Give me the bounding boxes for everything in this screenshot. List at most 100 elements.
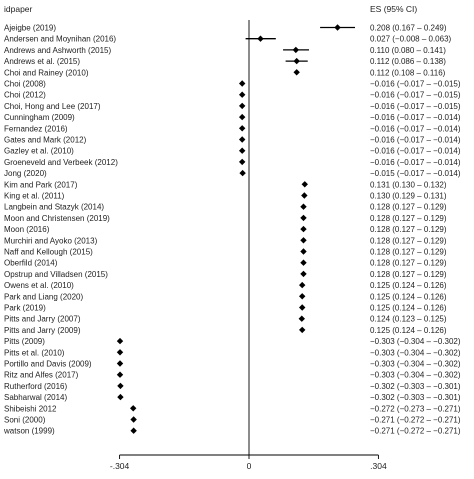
study-row: King et al. (2011) 0.130 (0.129 – 0.131): [4, 192, 447, 201]
point-estimate-marker: [238, 158, 246, 166]
point-estimate-marker: [299, 326, 306, 334]
point-estimate-marker: [238, 91, 246, 98]
study-row: Andersen and Moynihan (2016) 0.027 (−0.00…: [4, 35, 452, 44]
point-estimate-marker: [292, 46, 300, 54]
point-estimate-marker: [238, 147, 246, 154]
study-row: Moon (2016) 0.128 (0.127 – 0.129): [4, 225, 447, 234]
effect-size-ci-text: 0.208 (0.167 – 0.249): [370, 24, 447, 33]
study-label: Ritz and Alfes (2017): [4, 371, 79, 380]
study-label: Owens et al. (2010): [4, 281, 74, 290]
effect-size-ci-text: 0.128 (0.127 – 0.129): [370, 203, 447, 212]
study-row: Gates and Mark (2012) −0.016 (−0.017 – −0…: [4, 136, 461, 145]
study-label: Pitts and Jarry (2007): [4, 315, 81, 324]
point-estimate-marker: [293, 57, 300, 65]
point-estimate-marker: [300, 237, 307, 244]
effect-size-ci-text: −0.016 (−0.017 – −0.014): [370, 136, 461, 145]
effect-size-ci-text: −0.016 (−0.017 – −0.015): [370, 80, 461, 89]
study-row: Portillo and Davis (2009) −0.303 (−0.304 …: [4, 360, 461, 369]
study-row: Park (2019) 0.125 (0.124 – 0.126): [4, 304, 447, 313]
point-estimate-marker: [257, 35, 264, 42]
effect-size-ci-text: −0.302 (−0.303 – −0.301): [370, 393, 461, 402]
effect-size-ci-text: −0.016 (−0.017 – −0.014): [370, 147, 461, 156]
study-row: Gazley et al. (2010) −0.016 (−0.017 – −0.…: [4, 147, 461, 156]
estimate-column-header: ES (95% CI): [370, 4, 417, 14]
study-row: Choi and Rainey (2010) 0.112 (0.108 – 0.1…: [4, 68, 446, 77]
point-estimate-marker: [116, 349, 124, 356]
study-row: Groeneveld and Verbeek (2012) −0.016 (−0.…: [4, 158, 461, 167]
effect-size-ci-text: −0.303 (−0.304 – −0.302): [370, 371, 461, 380]
study-row: Choi (2008) −0.016 (−0.017 – −0.015): [4, 80, 461, 89]
study-row: Pitts (2009) −0.303 (−0.304 – −0.302): [4, 337, 461, 346]
study-row: Ritz and Alfes (2017) −0.303 (−0.304 – −0…: [4, 371, 461, 380]
point-estimate-marker: [299, 304, 306, 311]
effect-size-ci-text: 0.125 (0.124 – 0.126): [370, 326, 447, 335]
point-estimate-marker: [117, 393, 124, 401]
study-row: Jong (2020) −0.015 (−0.017 – −0.014): [4, 169, 461, 178]
study-label: watson (1999): [3, 427, 55, 436]
study-row: Owens et al. (2010) 0.125 (0.124 – 0.126): [4, 281, 447, 290]
point-estimate-marker: [300, 225, 307, 233]
point-estimate-marker: [300, 270, 307, 278]
study-label: Moon (2016): [4, 225, 50, 234]
study-label: King et al. (2011): [4, 192, 65, 201]
point-estimate-marker: [300, 203, 307, 210]
study-row: Choi (2012) −0.016 (−0.017 – −0.015): [4, 91, 461, 100]
effect-size-ci-text: −0.016 (−0.017 – −0.015): [370, 91, 461, 100]
effect-size-ci-text: −0.016 (−0.017 – −0.015): [370, 102, 461, 111]
effect-size-ci-text: 0.110 (0.080 – 0.141): [370, 46, 446, 55]
study-label: Ajeigbe (2019): [4, 24, 56, 33]
effect-size-ci-text: −0.303 (−0.304 – −0.302): [370, 337, 461, 346]
study-row: Fernandez (2016) −0.016 (−0.017 – −0.014): [4, 124, 461, 133]
study-row: Pitts and Jarry (2007) 0.124 (0.123 – 0.1…: [4, 315, 447, 324]
study-row: watson (1999) −0.271 (−0.272 – −0.271): [3, 427, 461, 436]
study-row: Oberfild (2014) 0.128 (0.127 – 0.129): [4, 259, 447, 268]
point-estimate-marker: [299, 293, 306, 300]
study-row: Kim and Park (2017) 0.131 (0.130 – 0.132): [4, 180, 447, 189]
point-estimate-marker: [117, 382, 124, 390]
study-label: Soni (2000): [4, 416, 46, 425]
study-row: Moon and Christensen (2019) 0.128 (0.127 …: [4, 214, 447, 223]
study-label: Choi (2008): [4, 80, 46, 89]
effect-size-ci-text: 0.112 (0.108 – 0.116): [370, 68, 446, 77]
point-estimate-marker: [116, 371, 124, 378]
effect-size-ci-text: 0.112 (0.086 – 0.138): [370, 57, 446, 66]
study-label: Andersen and Moynihan (2016): [4, 35, 116, 44]
effect-size-ci-text: 0.128 (0.127 – 0.129): [370, 248, 447, 257]
effect-size-ci-text: 0.128 (0.127 – 0.129): [370, 236, 447, 245]
point-estimate-marker: [300, 248, 307, 255]
study-label: Oberfild (2014): [4, 259, 58, 268]
study-label: Gates and Mark (2012): [4, 136, 87, 145]
study-row: Pitts et al. (2010) −0.303 (−0.304 – −0.3…: [4, 348, 461, 357]
study-label: Portillo and Davis (2009): [4, 360, 92, 369]
effect-size-ci-text: −0.303 (−0.304 – −0.302): [370, 348, 461, 357]
point-estimate-marker: [298, 315, 305, 322]
x-axis-tick-label: -.304: [110, 461, 130, 471]
study-label: Gazley et al. (2010): [4, 147, 74, 156]
effect-size-ci-text: 0.128 (0.127 – 0.129): [370, 225, 447, 234]
study-label: Sabharwal (2014): [4, 393, 67, 402]
study-label: Groeneveld and Verbeek (2012): [4, 158, 118, 167]
point-estimate-marker: [238, 136, 246, 143]
study-label: Park (2019): [4, 304, 46, 313]
point-estimate-marker: [116, 360, 124, 367]
effect-size-ci-text: −0.016 (−0.017 – −0.014): [370, 113, 461, 122]
study-row: Andrews and Ashworth (2015) 0.110 (0.080 …: [4, 46, 446, 55]
effect-size-ci-text: −0.272 (−0.273 – −0.271): [370, 404, 461, 413]
study-row: Shibeishi 2012 −0.272 (−0.273 – −0.271): [4, 404, 461, 413]
effect-size-ci-text: −0.016 (−0.017 – −0.014): [370, 124, 461, 133]
effect-size-ci-text: −0.015 (−0.017 – −0.014): [370, 169, 461, 178]
x-axis-tick-label: 0: [247, 461, 252, 471]
study-row: Murchiri and Ayoko (2013) 0.128 (0.127 – …: [4, 236, 447, 245]
study-label: Langbein and Stazyk (2014): [4, 203, 104, 212]
effect-size-ci-text: 0.125 (0.124 – 0.126): [370, 304, 447, 313]
point-estimate-marker: [130, 416, 137, 423]
effect-size-ci-text: −0.016 (−0.017 – −0.014): [370, 158, 461, 167]
point-estimate-marker: [299, 281, 306, 289]
study-row: Langbein and Stazyk (2014) 0.128 (0.127 –…: [4, 203, 447, 212]
effect-size-ci-text: 0.124 (0.123 – 0.125): [370, 315, 447, 324]
study-label: Rutherford (2016): [4, 382, 67, 391]
study-label: Jong (2020): [4, 169, 47, 178]
study-row: Choi, Hong and Lee (2017) −0.016 (−0.017 …: [4, 102, 461, 111]
point-estimate-marker: [300, 259, 307, 266]
